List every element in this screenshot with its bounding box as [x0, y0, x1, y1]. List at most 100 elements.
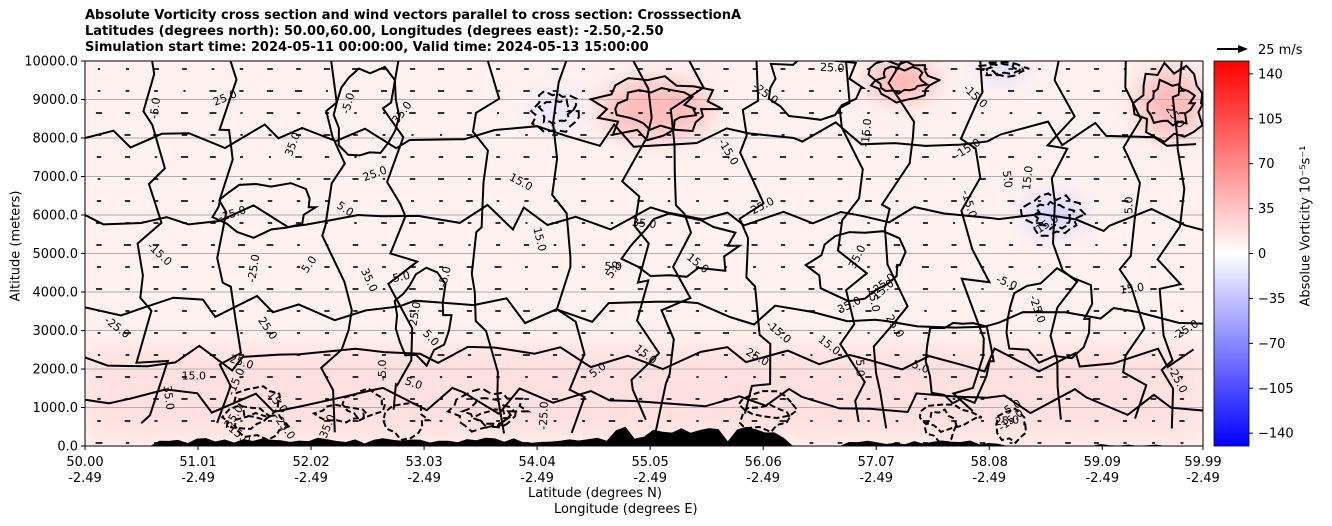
x-tick-label-lon: -2.49 [294, 471, 328, 486]
negative-contour [1030, 200, 1076, 231]
negative-contour [234, 412, 291, 441]
wind-vectors [95, 68, 1186, 444]
contour-line [767, 61, 867, 121]
x-tick-label-lat: 52.02 [292, 455, 329, 470]
contour-line [551, 61, 586, 434]
x-tick-label-lat: 55.05 [632, 455, 669, 470]
contour-label: -15.0 [859, 118, 874, 147]
contour-line [319, 61, 353, 433]
colorbar-tick-label: 70 [1258, 157, 1275, 172]
contour-line [332, 65, 402, 157]
contour-line [836, 61, 869, 423]
contour-line [85, 203, 1203, 233]
contour-line [393, 266, 453, 368]
x-tick-label-lon: -2.49 [68, 471, 102, 486]
contour-label: 5.0 [910, 358, 931, 377]
contour-line [381, 61, 420, 410]
contour-label: 15.0 [1119, 281, 1145, 297]
colorbar-tick-label: 0 [1258, 247, 1266, 262]
negative-contour [918, 403, 983, 434]
x-tick-label-lat: 59.99 [1184, 455, 1221, 470]
contour-label: 15.0 [865, 286, 882, 313]
contour-line [1118, 61, 1148, 419]
contour-label: -5.0 [853, 355, 867, 377]
y-tick-label: 5000.0 [33, 247, 79, 262]
contour-label: 5.0 [403, 375, 424, 393]
y-axis-label: Altitude (meters) [8, 190, 24, 302]
negative-contour [737, 390, 799, 420]
negative-contour [471, 408, 512, 429]
contour-line [620, 61, 661, 421]
contour-label: 25.0 [820, 61, 845, 75]
contour-line [654, 61, 705, 435]
contour-label: 5.0 [1000, 170, 1015, 189]
contour-label: -25.0 [537, 401, 551, 430]
y-tick-label: 6000.0 [33, 209, 79, 224]
x-axis-label-latitude: Latitude (degrees N) [528, 486, 662, 501]
contour-line [619, 212, 743, 278]
x-tick-label-lon: -2.49 [520, 471, 554, 486]
negative-contour [382, 402, 433, 442]
contour-line [924, 321, 995, 405]
colorbar-gradient [1213, 60, 1250, 447]
x-tick-label-lat: 51.01 [179, 455, 216, 470]
negative-contour [1019, 192, 1089, 237]
x-tick-label-lat: 53.03 [405, 455, 442, 470]
contour-line [216, 61, 242, 424]
contour-line [85, 386, 1203, 417]
negative-contour [220, 404, 275, 431]
colorbar-tick-label: −70 [1258, 337, 1285, 352]
contour-line [803, 230, 907, 303]
x-axis-label-longitude: Longitude (degrees E) [554, 502, 698, 517]
negative-contour [975, 61, 1030, 78]
y-tick-label: 9000.0 [33, 93, 79, 108]
contour-label: 25.0 [994, 413, 1020, 428]
negative-contour [995, 407, 1028, 445]
colorbar-tick-label: 140 [1258, 67, 1283, 82]
x-tick-label-lat: 59.09 [1084, 455, 1121, 470]
y-tick-label: 10000.0 [24, 55, 78, 70]
negative-contour [738, 403, 793, 434]
negative-contour [341, 387, 387, 422]
plot-area: 25.0 -5.0 -5.0 5.0 15.0 15.0 -5.0 5.0 -15.0 -25.0… [84, 60, 1204, 447]
contour-line [470, 61, 505, 434]
contour-label: -5.0 [436, 265, 454, 289]
contour-label: 15.0 [530, 226, 549, 253]
contour-label: 35.0 [631, 216, 657, 231]
contour-label: 15.0 [1020, 165, 1035, 191]
negative-contour [446, 387, 532, 433]
x-tick-label-lon: -2.49 [1085, 471, 1119, 486]
x-tick-label-lon: -2.49 [746, 471, 780, 486]
contour-line [211, 182, 320, 239]
colorbar-tick-label: 105 [1258, 112, 1283, 127]
x-tick-label-lat: 58.08 [971, 455, 1008, 470]
colorbar: 140 105 70 35 0 −35 −70 −105 −140 [1213, 60, 1294, 447]
x-tick-label-lat: 50.00 [66, 455, 103, 470]
positive-contour [614, 86, 698, 131]
contour-line [738, 61, 772, 414]
y-tick-label: 4000.0 [33, 286, 79, 301]
x-tick-label-lon: -2.49 [1186, 471, 1220, 486]
contour-line [85, 120, 1197, 150]
contour-label: 5.0 [391, 269, 411, 285]
terrain [85, 426, 1203, 446]
contour-line [135, 61, 170, 425]
colorbar-tick-label: −35 [1258, 292, 1285, 307]
y-tick-label: 7000.0 [33, 170, 79, 185]
contour-label: 5.0 [1123, 197, 1136, 215]
colorbar-tick-label: −140 [1258, 427, 1294, 442]
x-tick-label-lon: -2.49 [859, 471, 893, 486]
positive-contour [867, 61, 941, 104]
y-tick-label: 3000.0 [33, 324, 79, 339]
chart-title-line-3: Simulation start time: 2024-05-11 00:00:… [85, 40, 649, 55]
y-tick-label: 8000.0 [33, 132, 79, 147]
contour-label: -5.0 [376, 360, 389, 381]
negative-contour [459, 397, 516, 426]
negative-contour [529, 89, 580, 133]
contour-label: 15.0 [182, 369, 207, 382]
contour-line [951, 61, 992, 412]
y-tick-label: 1000.0 [33, 401, 79, 416]
x-tick-label-lat: 56.06 [745, 455, 782, 470]
x-tick-label-lat: 57.07 [858, 455, 895, 470]
